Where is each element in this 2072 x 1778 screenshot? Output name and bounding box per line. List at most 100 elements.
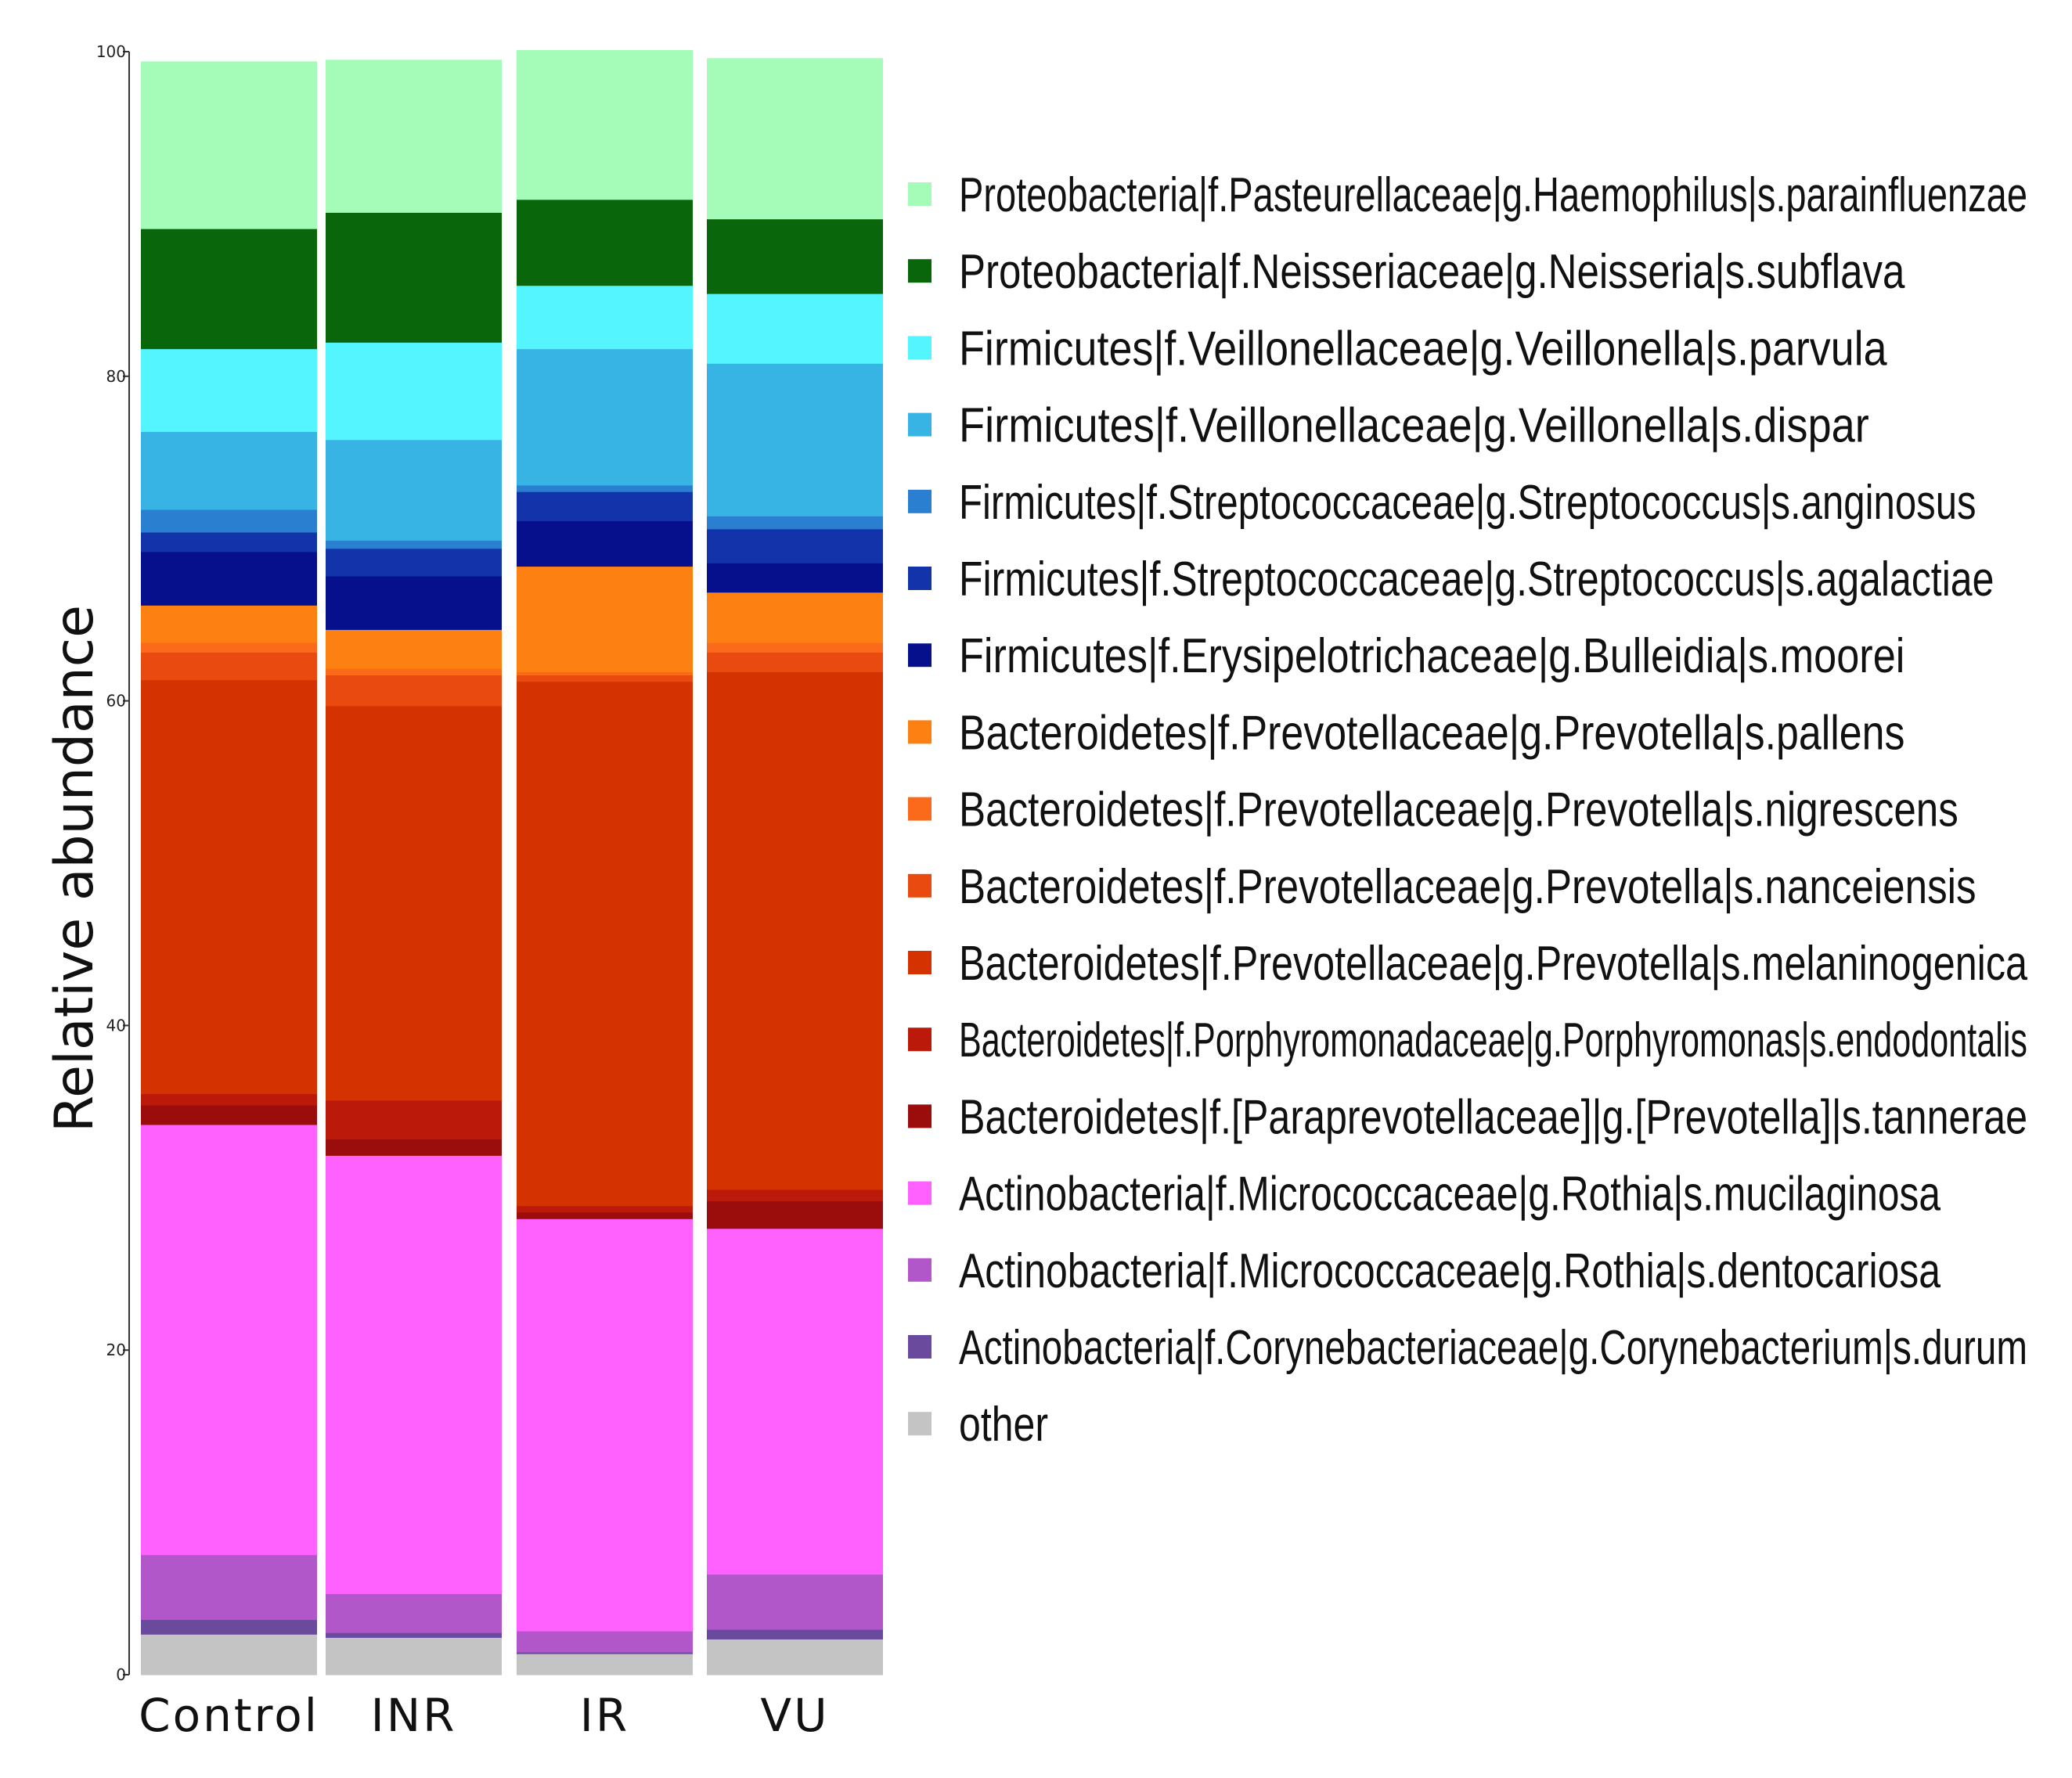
legend-label: Bacteroidetes|f.Prevotellaceae|g.Prevote… xyxy=(959,706,1904,760)
legend-item: Bacteroidetes|f.Porphyromonadaceae|g.Por… xyxy=(908,1013,2027,1067)
bar-segment xyxy=(141,1093,317,1106)
legend-item: Bacteroidetes|f.Prevotellaceae|g.Prevote… xyxy=(908,783,1958,837)
y-tick-label: 80 xyxy=(106,367,126,386)
legend-label: Actinobacteria|f.Corynebacteriaceae|g.Co… xyxy=(959,1321,2027,1375)
bar-segment xyxy=(517,671,693,676)
bar-segment xyxy=(517,484,693,492)
bar-segment xyxy=(517,199,693,286)
legend-swatch xyxy=(908,1412,931,1436)
legend-swatch xyxy=(908,1028,931,1052)
bar-segment xyxy=(517,285,693,350)
bar-segment xyxy=(517,675,693,682)
bar-segment xyxy=(326,212,502,343)
bar-segment xyxy=(141,509,317,533)
bar-segment xyxy=(707,1629,883,1639)
legend-swatch xyxy=(908,1181,931,1205)
bar-segment xyxy=(707,642,883,653)
bar-segment xyxy=(326,1637,502,1675)
y-tick-label: 0 xyxy=(116,1665,126,1684)
bar-segment xyxy=(326,342,502,441)
legend-item: Proteobacteria|f.Neisseriaceae|g.Neisser… xyxy=(908,245,1905,299)
bar-segment xyxy=(141,1554,317,1621)
bar-segment xyxy=(141,679,317,1095)
bar-segment xyxy=(326,548,502,577)
bar-segment xyxy=(517,681,693,1207)
legend-swatch xyxy=(908,797,931,821)
bar-segment xyxy=(141,348,317,432)
bar-segment xyxy=(707,528,883,563)
bar-segment xyxy=(326,59,502,213)
bar-segment xyxy=(517,348,693,486)
bar-segment xyxy=(517,491,693,521)
legend-label: Proteobacteria|f.Pasteurellaceae|g.Haemo… xyxy=(959,168,2027,222)
bar-segment xyxy=(141,605,317,643)
legend-swatch xyxy=(908,951,931,974)
legend-label: Bacteroidetes|f.Porphyromonadaceae|g.Por… xyxy=(959,1013,2027,1067)
bar-segment xyxy=(517,1218,693,1632)
legend-swatch xyxy=(908,412,931,437)
legend-item: Actinobacteria|f.Micrococcaceae|g.Rothia… xyxy=(908,1168,1940,1222)
bar-segment xyxy=(326,1593,502,1633)
bar-segment xyxy=(141,229,317,350)
legend-label: Bacteroidetes|f.Prevotellaceae|g.Prevote… xyxy=(959,937,2027,991)
legend-swatch xyxy=(908,567,931,590)
bar-segment xyxy=(326,1139,502,1156)
legend-label: Proteobacteria|f.Neisseriaceae|g.Neisser… xyxy=(959,245,1905,299)
bar-segment xyxy=(707,293,883,364)
legend-item: Firmicutes|f.Streptococcaceae|g.Streptoc… xyxy=(908,552,1994,606)
legend-item: Firmicutes|f.Erysipelotrichaceae|g.Bulle… xyxy=(908,629,1904,683)
legend-swatch xyxy=(908,720,931,744)
legend-item: Bacteroidetes|f.Prevotellaceae|g.Prevote… xyxy=(908,706,1904,760)
legend-swatch xyxy=(908,182,931,206)
legend-label: Firmicutes|f.Erysipelotrichaceae|g.Bulle… xyxy=(959,629,1904,683)
bar-segment xyxy=(141,61,317,229)
x-tick-label: Control xyxy=(139,1689,319,1742)
bar-segment xyxy=(517,1654,693,1675)
legend: Proteobacteria|f.Pasteurellaceae|g.Haemo… xyxy=(908,168,2027,1452)
legend-label: Firmicutes|f.Streptococcaceae|g.Streptoc… xyxy=(959,552,1994,606)
bar-segment xyxy=(707,58,883,220)
legend-swatch xyxy=(908,1258,931,1282)
legend-item: Firmicutes|f.Veillonellaceae|g.Veillonel… xyxy=(908,322,1887,376)
legend-item: Actinobacteria|f.Micrococcaceae|g.Rothia… xyxy=(908,1244,1940,1298)
legend-item: other xyxy=(908,1398,1048,1452)
legend-item: Proteobacteria|f.Pasteurellaceae|g.Haemo… xyxy=(908,168,2027,222)
bar-stack-ir xyxy=(517,49,693,1675)
bar-segment xyxy=(707,516,883,530)
legend-label: other xyxy=(959,1398,1048,1452)
bar-segment xyxy=(707,1228,883,1575)
legend-item: Bacteroidetes|f.Prevotellaceae|g.Prevote… xyxy=(908,860,1977,914)
legend-label: Actinobacteria|f.Micrococcaceae|g.Rothia… xyxy=(959,1244,1940,1298)
bar-segment xyxy=(141,1634,317,1675)
bar-segment xyxy=(517,1651,693,1654)
legend-swatch xyxy=(908,873,931,898)
legend-label: Bacteroidetes|f.[Paraprevotellaceae]|g.[… xyxy=(959,1090,2027,1144)
legend-label: Bacteroidetes|f.Prevotellaceae|g.Prevote… xyxy=(959,860,1977,914)
bar-segment xyxy=(141,431,317,510)
bar-segment xyxy=(707,671,883,1190)
legend-swatch xyxy=(908,643,931,668)
bar-segment xyxy=(141,551,317,606)
legend-item: Bacteroidetes|f.Prevotellaceae|g.Prevote… xyxy=(908,937,2027,991)
bar-segment xyxy=(517,1631,693,1653)
legend-swatch xyxy=(908,336,931,360)
bar-segment xyxy=(707,363,883,516)
legend-label: Bacteroidetes|f.Prevotellaceae|g.Prevote… xyxy=(959,783,1958,837)
bar-segment xyxy=(707,592,883,643)
bar-stack-vu xyxy=(707,58,883,1675)
bar-segment xyxy=(707,1574,883,1630)
x-axis-labels: Control INR IR VU xyxy=(139,1689,827,1742)
bar-segment xyxy=(517,520,693,567)
bar-segment xyxy=(326,1155,502,1594)
y-tick-label: 20 xyxy=(106,1341,126,1359)
legend-label: Firmicutes|f.Veillonellaceae|g.Veillonel… xyxy=(959,399,1869,453)
bar-segment xyxy=(707,1189,883,1201)
bar-segment xyxy=(707,218,883,294)
bar-segment xyxy=(517,49,693,200)
legend-item: Firmicutes|f.Streptococcaceae|g.Streptoc… xyxy=(908,476,1977,530)
bar-segment xyxy=(517,1211,693,1219)
bar-segment xyxy=(326,675,502,707)
legend-item: Bacteroidetes|f.[Paraprevotellaceae]|g.[… xyxy=(908,1090,2027,1144)
